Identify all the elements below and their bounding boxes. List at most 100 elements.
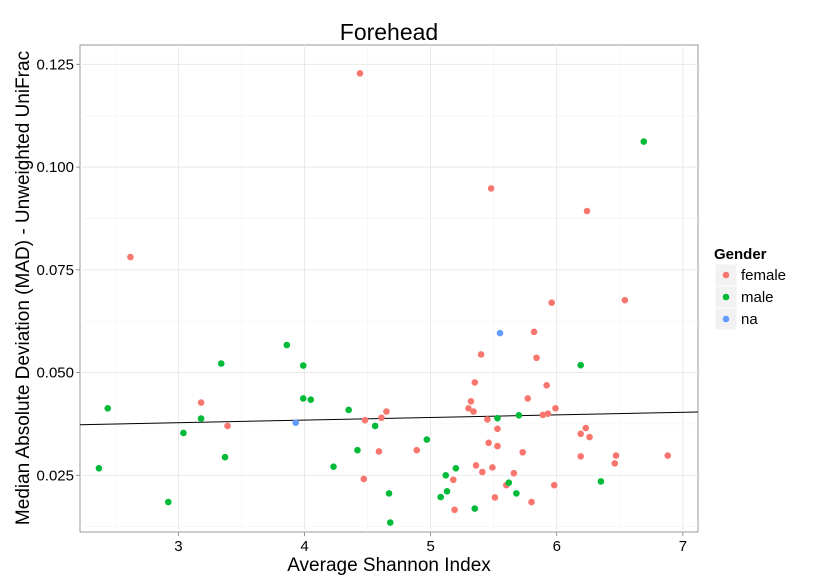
x-tick-label: 4 xyxy=(300,538,308,555)
point-female xyxy=(451,506,458,514)
point-male xyxy=(164,498,172,506)
point-male xyxy=(104,404,112,412)
point-male xyxy=(330,463,337,470)
point-female xyxy=(197,399,205,406)
x-tick-label: 6 xyxy=(553,538,561,555)
legend: Gender female male na xyxy=(714,246,786,331)
point-male xyxy=(307,396,315,403)
trend-line xyxy=(79,411,699,426)
legend-dot-female xyxy=(722,271,730,279)
point-female xyxy=(664,452,672,459)
x-tick-label: 5 xyxy=(426,538,434,555)
point-female xyxy=(491,494,499,501)
legend-dot-male xyxy=(722,293,730,301)
point-na xyxy=(292,419,299,426)
point-female xyxy=(375,448,383,455)
point-female xyxy=(489,464,496,471)
y-tick-label: 0.050 xyxy=(36,365,74,382)
point-male xyxy=(345,406,352,414)
point-male xyxy=(640,138,648,145)
point-female xyxy=(477,351,485,358)
point-female xyxy=(550,481,558,489)
legend-label-na: na xyxy=(741,311,758,328)
point-female xyxy=(487,185,495,192)
x-axis-title: Average Shannon Index xyxy=(287,555,491,576)
point-female xyxy=(577,453,585,460)
point-male xyxy=(283,341,291,349)
point-female xyxy=(383,408,390,415)
point-male xyxy=(354,446,361,454)
point-female xyxy=(582,424,590,432)
point-male xyxy=(494,414,501,422)
data-points xyxy=(95,70,672,526)
point-male xyxy=(299,362,307,369)
chart-title: Forehead xyxy=(340,19,438,45)
point-male xyxy=(371,422,379,430)
point-female xyxy=(356,70,364,77)
y-tick-label: 0.100 xyxy=(36,159,74,176)
x-axis-ticks: 3 4 5 6 7 xyxy=(174,532,687,555)
point-male xyxy=(385,490,393,497)
point-female xyxy=(524,395,532,402)
legend-items: female male na xyxy=(714,263,786,331)
legend-dot-na xyxy=(722,315,730,323)
point-female xyxy=(552,404,559,412)
point-male xyxy=(95,464,103,472)
y-axis-title: Median Absolute Deviation (MAD) - Unweig… xyxy=(13,51,34,525)
legend-label-male: male xyxy=(741,289,774,306)
point-female xyxy=(586,433,593,441)
point-female xyxy=(479,468,486,476)
point-female xyxy=(528,498,535,506)
point-male xyxy=(221,453,229,461)
point-male xyxy=(577,361,585,369)
point-female xyxy=(470,408,477,415)
legend-label-female: female xyxy=(741,267,786,284)
point-male xyxy=(442,471,450,479)
point-female xyxy=(450,476,457,484)
point-female xyxy=(548,299,555,306)
point-female xyxy=(544,410,552,417)
y-tick-label: 0.125 xyxy=(36,56,74,73)
point-female xyxy=(472,462,480,469)
legend-title: Gender xyxy=(714,246,767,263)
point-female xyxy=(484,416,491,423)
point-female xyxy=(360,475,368,483)
point-male xyxy=(386,519,394,526)
point-female xyxy=(533,354,540,362)
point-female xyxy=(539,411,547,419)
point-female xyxy=(361,416,369,424)
point-female xyxy=(621,296,629,304)
y-axis-ticks: 0.025 0.050 0.075 0.100 0.125 xyxy=(36,56,80,484)
point-female xyxy=(577,430,585,438)
point-female xyxy=(471,379,479,386)
point-female xyxy=(612,452,620,459)
grid-lines xyxy=(80,45,698,532)
point-male xyxy=(452,464,460,472)
point-female xyxy=(224,422,231,430)
point-female xyxy=(510,469,518,477)
point-male xyxy=(437,493,445,501)
point-male xyxy=(505,479,513,486)
y-tick-label: 0.075 xyxy=(36,262,74,279)
point-female xyxy=(467,398,475,405)
point-female xyxy=(413,446,421,454)
y-tick-label: 0.025 xyxy=(36,467,74,484)
point-female xyxy=(543,381,550,389)
point-male xyxy=(597,478,605,485)
point-female xyxy=(378,414,385,422)
point-male xyxy=(423,436,431,443)
point-female xyxy=(465,404,472,412)
point-male xyxy=(471,505,479,512)
point-male xyxy=(443,488,451,495)
point-male xyxy=(180,429,187,437)
x-tick-label: 7 xyxy=(679,538,687,555)
point-male xyxy=(513,490,520,497)
point-female xyxy=(494,442,501,450)
point-female xyxy=(494,425,501,433)
point-female xyxy=(127,253,134,261)
point-female xyxy=(583,207,591,215)
x-tick-label: 3 xyxy=(174,538,182,555)
point-female xyxy=(530,328,538,336)
point-male xyxy=(217,360,225,367)
